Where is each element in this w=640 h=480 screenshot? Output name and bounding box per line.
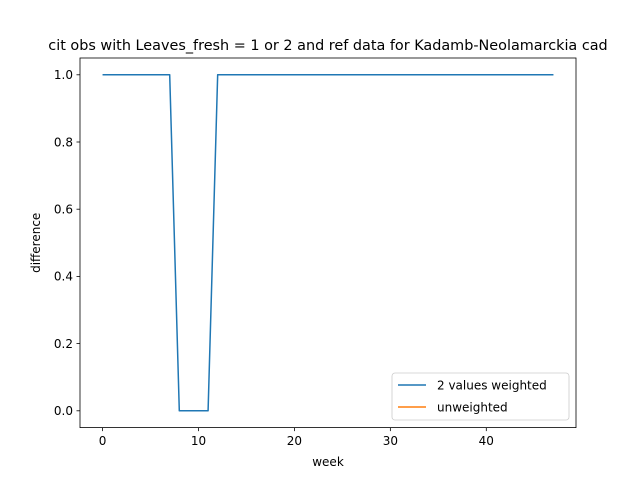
series-line-0 — [102, 74, 554, 412]
y-axis-ticks: 0.0 0.2 0.4 0.6 0.8 1.0 — [54, 68, 80, 418]
x-tick-label: 20 — [287, 434, 302, 448]
legend-label-unweighted: unweighted — [437, 401, 508, 415]
y-tick-label: 0.2 — [54, 337, 73, 351]
y-axis-label: difference — [29, 213, 43, 273]
y-tick-label: 0.8 — [54, 135, 73, 149]
x-tick-label: 30 — [383, 434, 398, 448]
y-tick-label: 0.0 — [54, 404, 73, 418]
y-tick-label: 1.0 — [54, 68, 73, 82]
x-tick-label: 0 — [99, 434, 107, 448]
x-tick-label: 10 — [191, 434, 206, 448]
legend-label-weighted: 2 values weighted — [437, 379, 547, 393]
legend-box — [391, 372, 570, 421]
y-tick-label: 0.4 — [54, 270, 73, 284]
chart-title: cit obs with Leaves_fresh = 1 or 2 and r… — [48, 38, 607, 54]
x-axis-label: week — [312, 455, 344, 469]
x-tick-label: 40 — [479, 434, 494, 448]
legend: 2 values weighted unweighted — [391, 372, 570, 421]
series-layer — [102, 74, 554, 412]
plot-frame — [79, 57, 577, 429]
y-tick-label: 0.6 — [54, 203, 73, 217]
x-axis-ticks: 0 10 20 30 40 — [99, 427, 494, 448]
